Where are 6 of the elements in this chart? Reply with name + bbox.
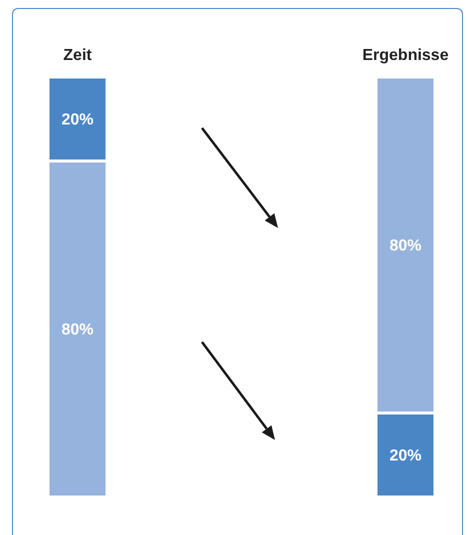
data-label: 20%: [389, 448, 422, 465]
x-tick-label: Ergebnisse: [362, 47, 449, 64]
data-label: 20%: [62, 112, 94, 129]
data-label: 80%: [389, 238, 422, 255]
data-label: 80%: [62, 322, 94, 339]
x-tick-label: Zeit: [63, 47, 92, 64]
